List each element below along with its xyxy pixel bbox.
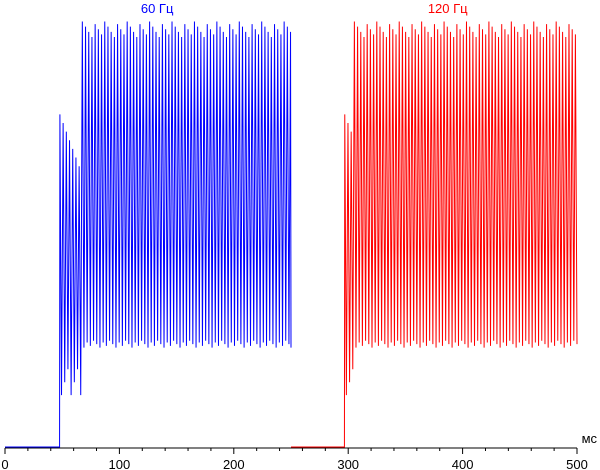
series-label-120hz: 120 Гц [428, 1, 468, 16]
series-label-60hz: 60 Гц [141, 1, 174, 16]
series-line-1 [291, 21, 578, 448]
x-tick-label-500: 500 [566, 457, 588, 470]
x-axis-ticks: 0 100 200 300 400 500 [1, 448, 588, 470]
x-tick-label-400: 400 [452, 457, 474, 470]
x-tick-label-100: 100 [109, 457, 131, 470]
x-tick-label-200: 200 [223, 457, 245, 470]
x-tick-label-300: 300 [337, 457, 359, 470]
series-line-0 [5, 21, 292, 448]
plot-area [5, 21, 578, 448]
x-tick-label-0: 0 [1, 457, 8, 470]
x-axis-unit-label: мс [582, 431, 598, 446]
